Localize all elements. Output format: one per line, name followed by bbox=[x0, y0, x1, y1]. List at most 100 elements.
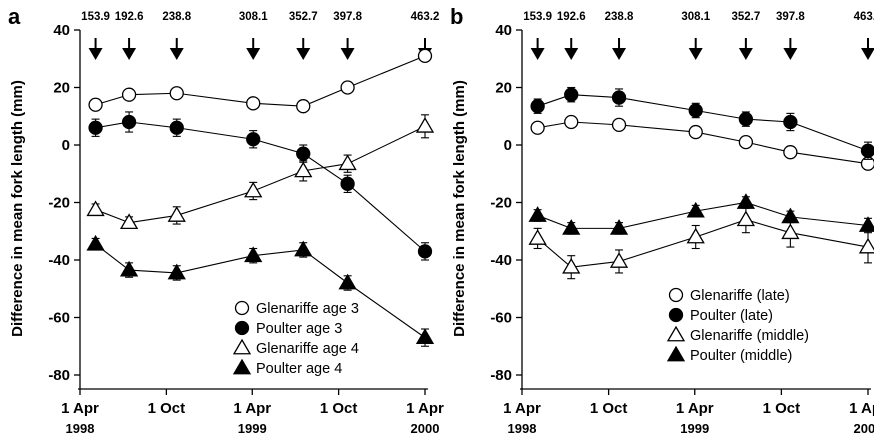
y-axis-label: Difference in mean fork length (mm) bbox=[451, 80, 468, 337]
data-point bbox=[244, 246, 263, 263]
series-line bbox=[95, 121, 426, 252]
y-tick-label: -40 bbox=[48, 252, 70, 269]
y-tick-label: -20 bbox=[48, 195, 70, 212]
series-line bbox=[95, 55, 426, 107]
data-point bbox=[244, 181, 263, 198]
data-point bbox=[88, 97, 103, 112]
data-point bbox=[530, 99, 545, 114]
chart-panel-b: b Difference in mean fork length (mm) 40 20… bbox=[450, 4, 874, 436]
arrow-label: 238.8 bbox=[162, 11, 191, 23]
y-tick-label: -60 bbox=[48, 310, 70, 327]
data-point bbox=[296, 99, 311, 114]
data-point bbox=[415, 117, 435, 133]
arrow-label: 192.6 bbox=[557, 11, 586, 23]
arrow-label: 397.8 bbox=[333, 11, 362, 23]
data-point bbox=[121, 87, 137, 102]
legend-marker bbox=[668, 287, 684, 303]
data-point bbox=[294, 161, 313, 178]
data-point bbox=[338, 154, 357, 171]
legend-marker bbox=[232, 338, 252, 355]
data-point bbox=[783, 114, 798, 130]
legend-entry: Poulter (middle) bbox=[690, 348, 792, 364]
data-point bbox=[86, 234, 105, 251]
legend: Glenariffe (late) Poulter (late) Glenariff… bbox=[666, 287, 809, 364]
series-2 bbox=[528, 206, 874, 280]
arrow-head bbox=[340, 48, 355, 60]
data-point bbox=[562, 257, 581, 274]
data-point bbox=[167, 206, 186, 222]
arrow-label: 192.6 bbox=[115, 11, 144, 23]
x-tick-label: 1 Apr bbox=[233, 400, 271, 417]
y-tick-label: 20 bbox=[495, 80, 512, 97]
x-tick-label: 1 Oct bbox=[590, 400, 628, 417]
chart-panel-a: a Difference in mean fork length (mm) 40 20… bbox=[8, 4, 444, 436]
legend-entry: Glenariffe age 4 bbox=[256, 341, 359, 357]
data-point bbox=[294, 240, 313, 257]
data-point bbox=[415, 328, 435, 345]
data-point bbox=[781, 223, 800, 240]
arrow-head bbox=[122, 48, 137, 60]
legend-marker bbox=[234, 300, 250, 316]
series-0 bbox=[88, 48, 433, 114]
legend-marker bbox=[232, 358, 252, 375]
data-point bbox=[417, 244, 433, 259]
data-point bbox=[781, 207, 800, 224]
data-point bbox=[858, 216, 874, 232]
data-point bbox=[338, 273, 357, 290]
legend: Glenariffe age 3 Poulter age 3 Glenariffe … bbox=[232, 300, 359, 377]
arrow-head bbox=[530, 48, 545, 60]
y-tick-label: 0 bbox=[504, 137, 512, 154]
data-point bbox=[86, 200, 105, 217]
legend-entry: Poulter (late) bbox=[690, 308, 773, 324]
legend-entry: Glenariffe (late) bbox=[690, 288, 790, 304]
arrow-head bbox=[564, 48, 579, 60]
x-tick-label: 1 Oct bbox=[763, 400, 801, 417]
x-year-label: 1999 bbox=[238, 421, 267, 436]
data-point bbox=[609, 252, 629, 268]
arrow-head bbox=[169, 48, 184, 60]
x-tick-label: 1 Oct bbox=[320, 400, 358, 417]
series-line bbox=[537, 219, 869, 268]
y-tick-label: -60 bbox=[490, 310, 512, 327]
data-point bbox=[736, 210, 756, 227]
legend-entry: Glenariffe (middle) bbox=[690, 328, 809, 344]
arrow-label: 238.8 bbox=[605, 11, 634, 23]
arrow-head bbox=[688, 48, 703, 60]
data-point bbox=[528, 206, 547, 222]
series-line bbox=[537, 121, 869, 165]
legend-marker bbox=[668, 307, 684, 323]
x-tick-label: 1 Oct bbox=[148, 400, 186, 417]
x-tick-label: 1 Apr bbox=[503, 400, 541, 417]
legend-entry: Glenariffe age 3 bbox=[256, 301, 359, 317]
data-point bbox=[167, 263, 186, 280]
data-point bbox=[169, 120, 184, 135]
legend-marker bbox=[234, 320, 250, 336]
x-year-label: 1998 bbox=[508, 421, 537, 436]
x-tick-label: 1 Apr bbox=[61, 400, 99, 417]
y-axis-label: Difference in mean fork length (mm) bbox=[9, 80, 26, 337]
data-point bbox=[88, 120, 103, 135]
y-tick-label: 40 bbox=[495, 22, 512, 39]
data-point bbox=[686, 227, 705, 244]
legend-entry: Poulter age 4 bbox=[256, 361, 342, 377]
series-3 bbox=[86, 234, 435, 347]
data-point bbox=[417, 48, 433, 64]
data-point bbox=[688, 103, 703, 118]
series-1 bbox=[88, 111, 433, 261]
panel-label: a bbox=[8, 4, 21, 29]
data-point bbox=[246, 132, 261, 147]
data-point bbox=[783, 145, 798, 160]
data-point bbox=[858, 237, 874, 254]
x-tick-label: 1 Apr bbox=[849, 400, 874, 417]
data-point bbox=[564, 114, 579, 130]
arrow-head bbox=[783, 48, 798, 60]
y-tick-label: -80 bbox=[48, 367, 70, 384]
y-tick-label: 20 bbox=[53, 80, 70, 97]
data-point bbox=[611, 90, 627, 105]
arrow-head bbox=[612, 48, 627, 60]
arrow-label: 397.8 bbox=[776, 11, 805, 23]
arrow-label: 352.7 bbox=[289, 11, 318, 23]
data-point bbox=[169, 86, 184, 101]
arrow-label: 463.2 bbox=[854, 11, 874, 23]
